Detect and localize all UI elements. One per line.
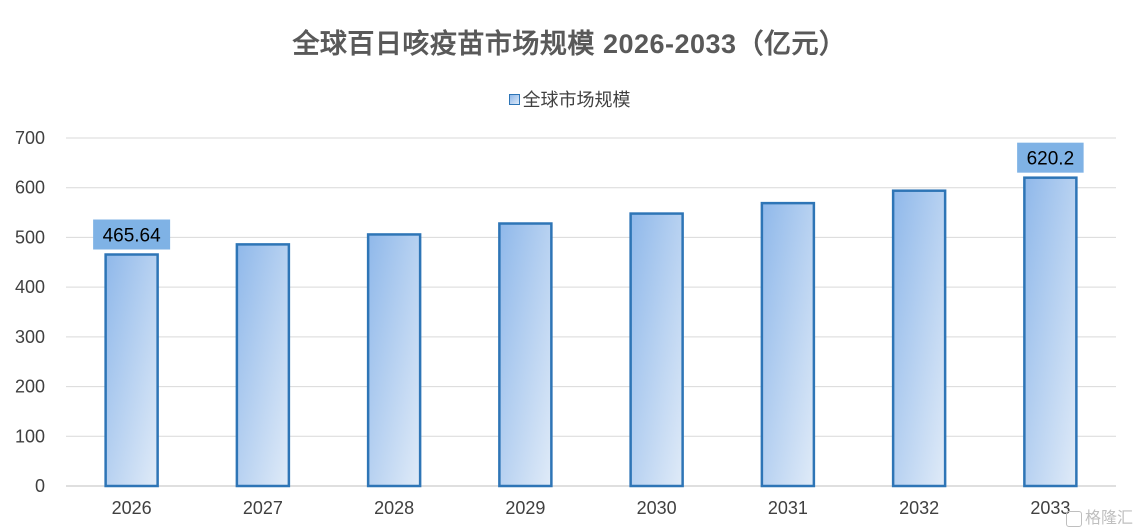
data-label-box (1017, 142, 1084, 173)
x-axis-ticks: 2026 2027 2028 2029 2030 2031 2032 2033 (112, 498, 1071, 518)
watermark-text: 格隆汇 (1084, 510, 1133, 527)
y-tick-label: 200 (15, 377, 45, 397)
y-tick-label: 600 (15, 178, 45, 198)
bar-2026 (104, 253, 159, 488)
bars (104, 176, 1078, 488)
y-tick-label: 100 (15, 426, 45, 446)
y-axis-ticks: 0 100 200 300 400 500 600 700 (15, 128, 45, 496)
watermark: 格隆汇 (1065, 504, 1133, 528)
x-tick-label: 2028 (374, 498, 414, 518)
y-tick-label: 500 (15, 227, 45, 247)
x-tick-label: 2027 (243, 498, 283, 518)
bar-2030 (629, 212, 684, 488)
legend: 全球市场规模 (0, 86, 1139, 112)
legend-swatch (508, 93, 520, 105)
legend-label: 全球市场规模 (522, 90, 631, 110)
bar-2027 (235, 243, 291, 488)
y-tick-label: 0 (35, 476, 45, 496)
gelonghui-logo-icon (1065, 510, 1082, 527)
bar-2028 (366, 233, 422, 488)
x-tick-label: 2032 (899, 498, 939, 518)
y-tick-label: 400 (15, 277, 45, 297)
data-label: 620.2 (1027, 149, 1075, 170)
data-label-box (93, 219, 171, 250)
x-tick-label: 2029 (505, 498, 545, 518)
x-tick-label: 2031 (768, 498, 808, 518)
y-tick-label: 300 (15, 327, 45, 347)
data-label: 465.64 (103, 226, 162, 247)
bar-2033 (1023, 176, 1078, 488)
data-labels: 465.64 620.2 (93, 142, 1084, 250)
bar-2032 (891, 189, 947, 488)
x-tick-label: 2026 (112, 498, 152, 518)
x-tick-label: 2033 (1030, 498, 1070, 518)
bar-2031 (760, 201, 816, 488)
chart-title: 全球百日咳疫苗市场规模 2026-2033（亿元） (292, 29, 847, 59)
x-tick-label: 2030 (637, 498, 677, 518)
bar-2029 (498, 222, 553, 488)
y-tick-label: 700 (15, 128, 45, 148)
gridlines (66, 137, 1116, 487)
